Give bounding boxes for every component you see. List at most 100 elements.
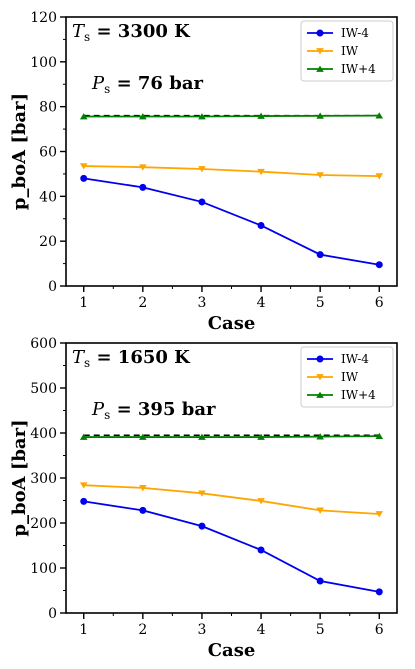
data-point: [80, 497, 88, 505]
x-tick-label: 1: [79, 295, 88, 311]
series-iw: [79, 163, 384, 180]
legend-box: [300, 346, 394, 408]
x-tick-label: 3: [197, 622, 206, 638]
data-point: [316, 433, 324, 440]
y-tick-label: 300: [30, 471, 57, 487]
y-tick-label: 0: [48, 606, 57, 622]
data-point: [257, 168, 265, 176]
ts-annotation: Ts = 1650 K: [72, 347, 191, 370]
x-tick-label: 4: [257, 295, 266, 311]
data-point: [79, 163, 88, 170]
series-iw-4: [79, 112, 384, 120]
series-line: [83, 484, 380, 515]
series-line: [83, 114, 380, 118]
legend-marker: [316, 374, 324, 381]
y-axis-label: p_boA [bar]: [9, 93, 30, 210]
data-point: [316, 172, 324, 179]
data-point: [139, 183, 147, 191]
chart-1: 0 20 40 60 80 100 120 1 2 3 4 5 6 Case p_boA [bar] Ts =…: [9, 10, 398, 334]
series-line: [83, 500, 380, 593]
x-tick-label: 2: [138, 295, 147, 311]
y-tick-label: 0: [48, 279, 57, 295]
y-tick-label: 100: [30, 55, 57, 71]
data-point: [257, 221, 265, 229]
data-point: [79, 433, 88, 440]
y-tick-label: 400: [30, 426, 57, 442]
x-tick-label: 2: [138, 622, 147, 638]
data-point: [139, 506, 147, 514]
data-point: [79, 113, 88, 120]
legend-marker: [316, 48, 324, 55]
data-point: [139, 433, 147, 440]
data-point: [139, 164, 147, 171]
ps-annotation: Ps = 395 bar: [91, 399, 216, 422]
x-axis-label: Case: [208, 640, 256, 661]
legend: IW-4 IW IW+4: [300, 20, 394, 82]
legend-marker: [316, 391, 324, 398]
data-point: [80, 174, 88, 182]
series-iw-4: [80, 497, 383, 596]
data-point: [375, 261, 383, 269]
legend-label: IW: [341, 44, 359, 58]
legend-box: [300, 20, 394, 82]
data-point: [198, 522, 206, 530]
y-tick-label: 40: [39, 189, 57, 205]
data-point: [375, 588, 383, 596]
data-point: [257, 498, 265, 505]
x-tick-label: 4: [257, 622, 266, 638]
legend-label: IW-4: [341, 26, 369, 40]
legend-marker: [316, 29, 324, 37]
x-tick-label: 3: [197, 295, 206, 311]
x-axis-label: Case: [208, 313, 256, 334]
series-iw-4: [80, 174, 383, 269]
x-tick-label: 5: [316, 622, 325, 638]
series-line: [83, 435, 380, 438]
data-point: [316, 251, 324, 259]
x-tick-label: 5: [316, 295, 325, 311]
chart-2: 0 100 200 300 400 500 600 1 2 3 4 5 6 Case p_boA [bar]…: [9, 336, 398, 661]
data-point: [316, 577, 324, 585]
x-tick-label: 1: [79, 622, 88, 638]
data-point: [257, 433, 265, 440]
y-tick-label: 20: [39, 234, 57, 250]
legend-marker: [316, 355, 324, 363]
data-point: [375, 173, 384, 180]
data-point: [375, 112, 384, 119]
data-point: [257, 546, 265, 554]
legend-label: IW: [341, 370, 359, 384]
data-point: [79, 482, 88, 489]
ps-annotation: Ps = 76 bar: [91, 73, 203, 96]
y-tick-label: 120: [30, 10, 57, 26]
y-tick-label: 60: [39, 145, 57, 161]
data-point: [198, 166, 206, 173]
y-tick-label: 80: [39, 100, 57, 116]
data-point: [198, 113, 206, 120]
data-point: [375, 511, 384, 518]
y-tick-label: 100: [30, 561, 57, 577]
legend-marker: [316, 65, 324, 72]
legend-label: IW+4: [341, 388, 376, 402]
legend-label: IW+4: [341, 62, 376, 76]
data-point: [198, 490, 206, 497]
data-point: [257, 112, 265, 119]
series-line: [83, 165, 380, 178]
series-iw-4: [79, 432, 384, 440]
data-point: [375, 432, 384, 439]
x-tick-label: 6: [375, 295, 384, 311]
data-point: [316, 507, 324, 514]
data-point: [198, 433, 206, 440]
legend: IW-4 IW IW+4: [300, 346, 394, 408]
series-iw: [79, 482, 384, 518]
legend-label: IW-4: [341, 352, 369, 366]
data-point: [198, 198, 206, 206]
data-point: [139, 485, 147, 492]
ts-annotation: Ts = 3300 K: [72, 21, 191, 44]
y-tick-label: 500: [30, 381, 57, 397]
series-line: [83, 177, 380, 266]
data-point: [139, 113, 147, 120]
y-tick-label: 600: [30, 336, 57, 352]
y-axis-label: p_boA [bar]: [9, 419, 30, 536]
x-tick-label: 6: [375, 622, 384, 638]
y-tick-label: 200: [30, 516, 57, 532]
